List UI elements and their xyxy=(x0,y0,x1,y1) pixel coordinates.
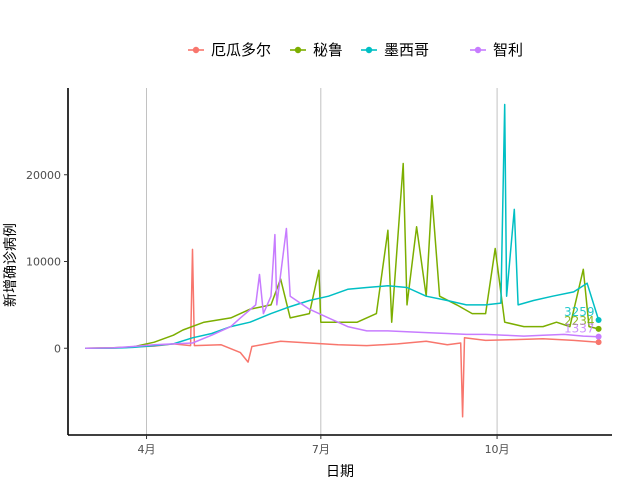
legend-key-point xyxy=(365,46,373,54)
gridlines xyxy=(146,88,498,435)
x-axis-title: 日期 xyxy=(326,464,354,480)
legend-item: 智利 xyxy=(470,41,523,59)
series-end-label: 1337 xyxy=(564,322,595,336)
legend-item: 墨西哥 xyxy=(361,41,429,59)
legend-label: 智利 xyxy=(493,41,523,59)
series-end-point xyxy=(595,325,602,332)
series-end-point xyxy=(595,339,602,346)
series-line xyxy=(85,103,600,350)
legend-label: 秘鲁 xyxy=(313,41,343,59)
y-tick-label: 10000 xyxy=(26,256,61,269)
series-end-point xyxy=(595,316,602,323)
series-end-label: 3259 xyxy=(564,305,595,319)
y-tick-label: 0 xyxy=(54,342,61,355)
legend-key-point xyxy=(294,46,302,54)
legend-label: 厄瓜多尔 xyxy=(211,41,271,59)
x-tick-label: 7月 xyxy=(312,443,330,456)
y-axis-title: 新增确诊病例 xyxy=(3,223,19,307)
y-tick-label: 20000 xyxy=(26,169,61,182)
series-line xyxy=(85,162,599,350)
legend-key-point xyxy=(192,46,200,54)
series-line xyxy=(85,227,599,350)
legend-item: 秘鲁 xyxy=(290,41,343,59)
series-end-point xyxy=(595,333,602,340)
series-line xyxy=(85,248,599,418)
axes: 0 10000 20000 4月 7月 10月 xyxy=(26,88,612,456)
series-layer xyxy=(85,103,600,418)
legend: 厄瓜多尔 秘鲁 墨西哥 智利 xyxy=(188,41,523,59)
legend-item: 厄瓜多尔 xyxy=(188,41,271,59)
series-end-label: 2234 xyxy=(564,314,595,328)
x-tick-label: 4月 xyxy=(138,443,156,456)
x-tick-label: 10月 xyxy=(485,443,510,456)
legend-key-point xyxy=(474,46,482,54)
legend-label: 墨西哥 xyxy=(384,41,429,59)
